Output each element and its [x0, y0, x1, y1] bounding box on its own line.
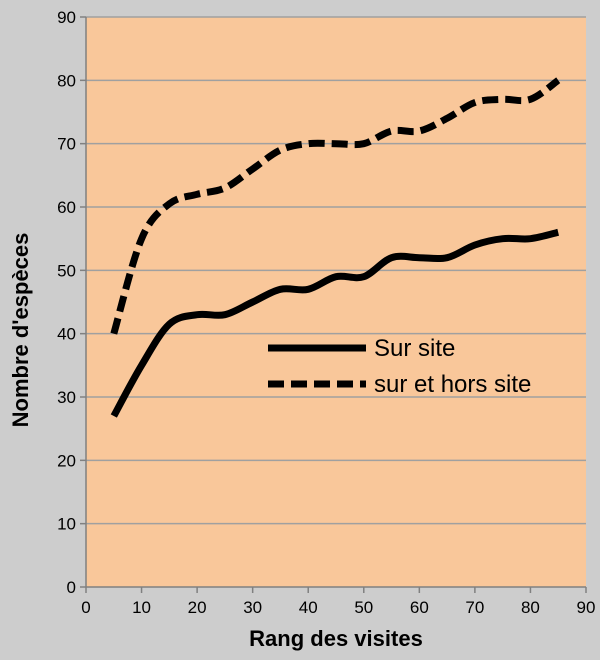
- y-tick-label-50: 50: [57, 261, 76, 280]
- y-tick-label-0: 0: [67, 578, 76, 597]
- x-tick-label-40: 40: [299, 598, 318, 617]
- y-tick-label-60: 60: [57, 198, 76, 217]
- x-tick-label-20: 20: [188, 598, 207, 617]
- x-tick-label-50: 50: [354, 598, 373, 617]
- x-tick-label-10: 10: [132, 598, 151, 617]
- x-tick-labels: 0 10 20 30 40 50 60 70 80 90: [81, 598, 595, 617]
- x-tick-label-30: 30: [243, 598, 262, 617]
- x-tick-label-90: 90: [577, 598, 596, 617]
- series-lines: [110, 77, 561, 418]
- x-tick-label-0: 0: [81, 598, 90, 617]
- y-tick-label-80: 80: [57, 71, 76, 90]
- y-tick-label-10: 10: [57, 515, 76, 534]
- gridlines: [86, 16, 586, 525]
- y-tick-label-70: 70: [57, 135, 76, 154]
- series-line-1: [110, 77, 561, 335]
- x-tick-label-60: 60: [410, 598, 429, 617]
- y-axis-title: Nombre d'espèces: [8, 233, 33, 428]
- series-line-0: [110, 228, 560, 418]
- y-tick-label-90: 90: [57, 8, 76, 27]
- plot-area: [86, 17, 586, 587]
- x-tick-label-80: 80: [521, 598, 540, 617]
- x-axis-title: Rang des visites: [249, 626, 423, 651]
- legend-label-sur-site: Sur site: [374, 335, 455, 362]
- x-tick-label-70: 70: [465, 598, 484, 617]
- y-tick-label-30: 30: [57, 388, 76, 407]
- axes: [80, 16, 587, 593]
- y-tick-labels: 0 10 20 30 40 50 60 70 80 90: [57, 8, 76, 597]
- legend: Sur site sur et hors site: [268, 335, 531, 398]
- y-tick-label-20: 20: [57, 451, 76, 470]
- y-tick-label-40: 40: [57, 325, 76, 344]
- legend-label-sur-et-hors-site: sur et hors site: [374, 371, 531, 398]
